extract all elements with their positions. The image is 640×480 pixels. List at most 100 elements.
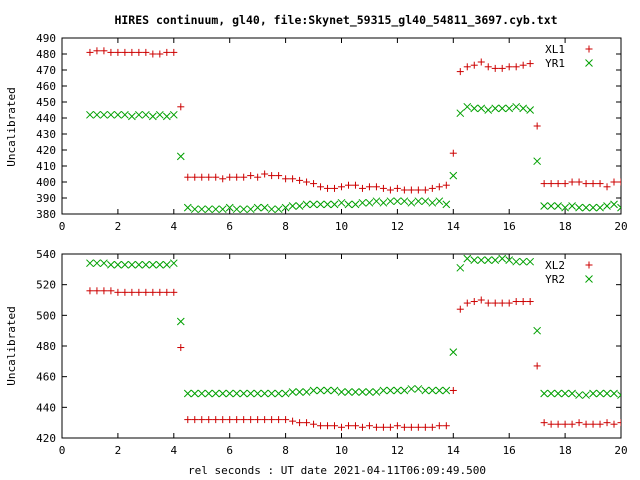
data-point [274,389,283,398]
data-point [400,386,409,395]
data-point [407,423,415,431]
data-point [568,178,576,186]
legend-marker [585,45,593,53]
data-point [197,205,206,214]
data-point [568,389,576,398]
y-tick-label: 410 [36,160,56,173]
data-point [86,110,94,119]
data-point [393,422,401,430]
legend-marker [585,59,593,67]
data-point [498,64,506,72]
data-point [526,257,535,266]
data-point [121,48,129,56]
data-point [498,104,507,113]
data-point [512,63,520,71]
data-point [141,110,150,119]
data-point [575,178,583,186]
data-point [519,61,527,69]
data-point [610,389,618,398]
legend-label: XL1 [545,43,565,56]
data-point [288,202,297,210]
data-point [212,416,220,424]
data-points [86,254,621,431]
data-point [526,298,534,306]
data-point [442,181,450,189]
data-point [589,203,597,212]
data-point [561,203,569,212]
data-point [617,203,621,212]
data-point [491,64,499,72]
data-point [421,197,430,206]
data-point [414,423,422,431]
x-tick-label: 12 [391,220,404,233]
data-point [218,389,227,398]
data-point [596,420,604,428]
y-tick-label: 460 [36,80,56,93]
data-point [554,389,562,398]
legend-label: YR2 [545,273,565,286]
data-point [456,109,465,118]
data-point [477,296,485,304]
data-point [128,112,136,121]
data-point [554,180,562,188]
data-point [400,423,408,431]
data-point [512,257,521,266]
data-point [128,48,136,56]
data-point [310,420,318,428]
data-point [135,48,143,56]
data-point [246,205,255,214]
data-point [498,299,506,307]
data-point [239,389,248,398]
x-tick-label: 6 [226,444,233,457]
data-point [156,50,164,58]
data-point [582,420,590,428]
data-point [540,202,548,210]
data-point [177,103,185,111]
data-point [100,259,108,268]
data-point [239,205,248,214]
data-point [219,175,227,183]
data-point [372,423,380,431]
data-point [449,348,458,356]
data-point [428,198,437,207]
data-point [309,200,318,209]
data-point [246,389,255,398]
data-point [303,178,311,186]
data-point [435,386,444,395]
data-point [100,287,108,295]
y-tick-label: 430 [36,128,56,141]
x-tick-label: 6 [226,220,233,233]
data-point [533,157,542,166]
data-point [225,203,234,212]
data-point [337,388,346,396]
data-point [414,197,423,206]
plot-frame [61,253,622,439]
data-point [533,122,541,130]
data-point [351,181,359,189]
series-YR2 [86,254,621,399]
data-point [421,386,430,395]
data-point [191,416,199,424]
data-point [282,175,290,183]
data-point [233,416,241,424]
data-point [491,299,499,307]
data-point [414,186,422,194]
x-tick-label: 12 [391,444,404,457]
data-point [435,422,443,430]
data-point [253,389,262,398]
data-point [582,180,590,188]
data-point [610,200,618,209]
data-point [86,48,94,56]
data-point [149,288,157,296]
data-point [316,200,325,209]
data-point [351,200,360,209]
data-point [170,288,178,296]
data-point [365,198,374,207]
y-tick-label: 500 [36,309,56,322]
data-point [463,254,472,263]
y-tick-label: 420 [36,144,56,157]
data-point [547,389,555,398]
data-point [155,110,164,119]
data-point [93,259,101,268]
data-point [330,386,339,395]
